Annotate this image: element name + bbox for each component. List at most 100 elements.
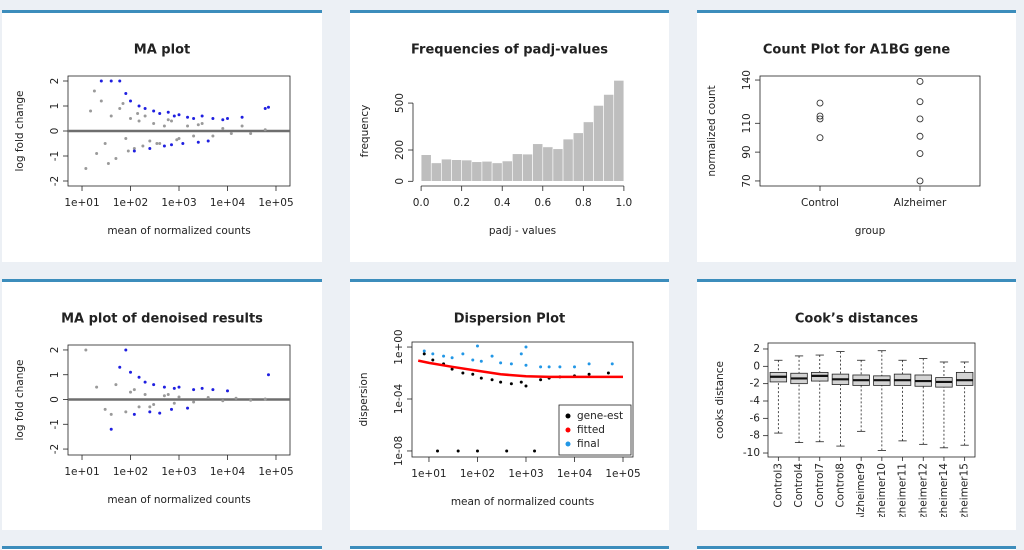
point: [431, 358, 435, 362]
point: [166, 393, 170, 397]
x-tick-label: Alzheimer12: [917, 463, 929, 529]
point: [816, 115, 824, 123]
x-axis-title: mean of normalized counts: [107, 494, 250, 506]
point: [524, 345, 528, 349]
x-tick-label: 1e+03: [508, 468, 543, 480]
point: [461, 352, 465, 356]
chart: Dispersion Plot mean of normalized counts…: [358, 312, 641, 509]
x-tick-label: 1e+02: [460, 468, 495, 480]
point: [152, 402, 156, 406]
point: [186, 124, 190, 128]
panel: [2, 281, 322, 530]
point: [211, 388, 215, 392]
point: [118, 365, 122, 369]
bar: [420, 154, 432, 182]
bar: [461, 159, 473, 182]
point: [587, 372, 591, 376]
point: [162, 124, 166, 128]
point: [169, 407, 173, 411]
point: [225, 389, 229, 393]
point: [816, 112, 824, 120]
point: [471, 372, 475, 376]
point: [519, 352, 523, 356]
point: [132, 149, 136, 153]
point: [490, 354, 494, 358]
point: [916, 150, 924, 158]
x-tick-label: 1e+05: [258, 466, 293, 478]
bar: [593, 105, 604, 182]
bar: [501, 160, 513, 182]
point: [229, 132, 233, 135]
panel-border: [2, 546, 322, 549]
x-tick-label: 1e+03: [161, 197, 196, 209]
point: [162, 394, 166, 398]
x-axis-title: group: [855, 225, 886, 237]
point: [99, 79, 103, 83]
point: [84, 167, 88, 170]
point: [143, 393, 147, 397]
chart-title: Cook’s distances: [795, 312, 919, 327]
y-tick-label: 0: [753, 360, 760, 372]
point: [175, 138, 179, 142]
x-tick-label: Alzheimer10: [876, 463, 888, 529]
bar: [491, 162, 503, 182]
point: [136, 112, 140, 115]
y-tick-label: 0: [49, 128, 61, 135]
point: [572, 365, 576, 369]
point: [539, 365, 543, 369]
point: [816, 134, 824, 142]
point: [431, 352, 435, 356]
point: [132, 147, 136, 150]
point: [172, 114, 176, 118]
point: [118, 79, 122, 83]
point: [92, 89, 96, 93]
legend-label: gene-est: [577, 410, 623, 422]
point: [143, 114, 147, 118]
x-tick-label: 0.0: [413, 197, 430, 209]
legend-box: [558, 404, 632, 456]
point: [606, 371, 610, 375]
bar: [542, 146, 554, 182]
bar: [451, 159, 462, 182]
point: [109, 114, 113, 118]
point: [137, 405, 141, 409]
point: [129, 99, 133, 103]
point: [206, 139, 210, 143]
panel-border: [697, 546, 1016, 549]
box: [955, 371, 974, 386]
point: [475, 449, 479, 453]
point: [95, 152, 99, 155]
point: [118, 107, 122, 110]
bar: [522, 153, 533, 182]
panel-border: [697, 10, 1016, 13]
point: [916, 115, 924, 123]
y-tick-label: 1: [49, 103, 61, 110]
point: [479, 376, 483, 380]
x-tick-label: 1.0: [616, 197, 633, 209]
panel-border: [2, 10, 322, 13]
plot-frame: [759, 75, 981, 187]
y-tick-label: -8: [750, 430, 760, 442]
point: [103, 142, 107, 145]
point: [152, 122, 156, 125]
point: [509, 382, 513, 386]
point: [499, 361, 503, 365]
point: [166, 118, 170, 122]
point: [121, 102, 125, 105]
y-tick-label: 110: [741, 113, 753, 133]
point: [89, 109, 93, 113]
point: [155, 142, 159, 145]
point: [490, 378, 494, 382]
legend-label: fitted: [577, 424, 605, 436]
point: [186, 115, 190, 119]
y-tick-label: 500: [394, 93, 406, 113]
y-tick-label: 2: [753, 343, 760, 355]
point: [533, 449, 537, 453]
point: [148, 410, 152, 414]
bar: [512, 153, 523, 182]
x-tick-label: 1e+03: [161, 466, 196, 478]
legend-marker: [565, 441, 571, 447]
y-tick-label: -4: [750, 395, 761, 407]
point: [129, 117, 133, 120]
point: [177, 113, 181, 117]
